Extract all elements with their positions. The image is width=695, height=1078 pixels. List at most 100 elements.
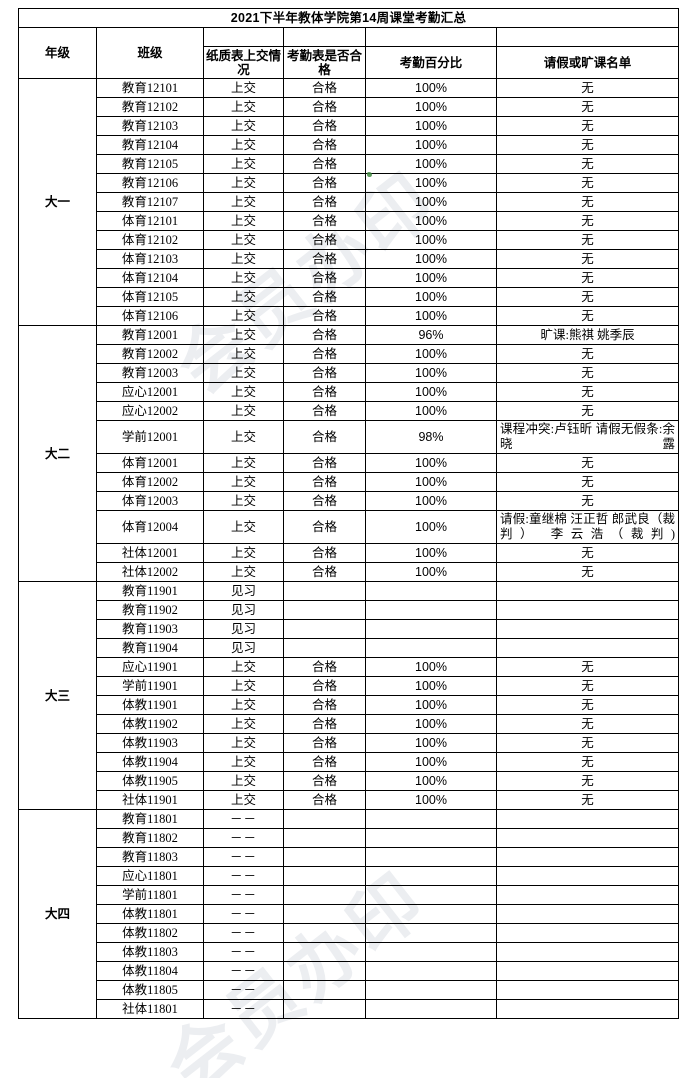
leave-absence-notes-cell[interactable]: 无 — [495, 472, 680, 492]
paper-submission-cell[interactable]: －－ — [203, 809, 284, 829]
class-cell[interactable]: 学前11801 — [96, 885, 204, 905]
paper-submission-cell[interactable]: 上交 — [203, 325, 284, 345]
leave-absence-notes-cell[interactable]: 请假:童继棉 汪正哲 郎武良（裁判） 李云浩（裁判) — [495, 510, 680, 544]
attendance-percent-cell[interactable]: 100% — [365, 97, 497, 117]
table-row[interactable]: 体教11904 上交 合格 100% 无 — [19, 752, 680, 772]
leave-absence-notes-cell[interactable]: 无 — [495, 97, 680, 117]
leave-absence-notes-cell[interactable] — [495, 999, 680, 1019]
paper-submission-cell[interactable]: 上交 — [203, 472, 284, 492]
table-row[interactable]: 教育12105 上交 合格 100% 无 — [19, 154, 680, 174]
class-cell[interactable]: 体教11904 — [96, 752, 204, 772]
paper-submission-cell[interactable]: －－ — [203, 923, 284, 943]
leave-absence-notes-cell[interactable]: 无 — [495, 676, 680, 696]
leave-absence-notes-cell[interactable]: 无 — [495, 192, 680, 212]
leave-absence-notes-cell[interactable]: 无 — [495, 562, 680, 582]
table-row[interactable]: 教育12002 上交 合格 100% 无 — [19, 344, 680, 364]
paper-submission-cell[interactable]: －－ — [203, 828, 284, 848]
leave-absence-notes-cell[interactable]: 无 — [495, 657, 680, 677]
class-cell[interactable]: 体教11805 — [96, 980, 204, 1000]
leave-absence-notes-cell[interactable] — [495, 942, 680, 962]
class-cell[interactable]: 体育12104 — [96, 268, 204, 288]
leave-absence-notes-cell[interactable] — [495, 885, 680, 905]
table-row[interactable]: 大一 教育12101 上交 合格 100% 无 — [18, 78, 680, 326]
class-cell[interactable]: 体教11905 — [96, 771, 204, 791]
table-row[interactable]: 体育12104 上交 合格 100% 无 — [19, 268, 680, 288]
qualified-cell[interactable] — [283, 600, 366, 620]
attendance-percent-cell[interactable]: 100% — [365, 695, 497, 715]
qualified-cell[interactable] — [283, 847, 366, 867]
paper-submission-cell[interactable]: 上交 — [203, 268, 284, 288]
qualified-cell[interactable]: 合格 — [283, 733, 366, 753]
paper-submission-cell[interactable]: 上交 — [203, 543, 284, 563]
attendance-percent-cell[interactable]: 100% — [365, 116, 497, 136]
table-row[interactable]: 学前11801 －－ — [19, 885, 680, 905]
table-row[interactable]: 体教11805 －－ — [19, 980, 680, 1000]
qualified-cell[interactable] — [283, 980, 366, 1000]
class-cell[interactable]: 体育12101 — [96, 211, 204, 231]
attendance-percent-cell[interactable] — [365, 999, 497, 1019]
attendance-percent-cell[interactable]: 96% — [365, 325, 497, 345]
attendance-percent-cell[interactable]: 100% — [365, 714, 497, 734]
class-cell[interactable]: 教育12103 — [96, 116, 204, 136]
table-row[interactable]: 社体11801 －－ — [19, 999, 680, 1019]
paper-submission-cell[interactable]: 上交 — [203, 135, 284, 155]
leave-absence-notes-cell[interactable]: 无 — [495, 790, 680, 810]
qualified-cell[interactable]: 合格 — [283, 420, 366, 454]
attendance-percent-cell[interactable] — [365, 600, 497, 620]
paper-submission-cell[interactable]: 上交 — [203, 116, 284, 136]
paper-submission-cell[interactable]: 上交 — [203, 752, 284, 772]
attendance-percent-cell[interactable]: 100% — [365, 78, 497, 98]
qualified-cell[interactable]: 合格 — [283, 676, 366, 696]
qualified-cell[interactable]: 合格 — [283, 192, 366, 212]
paper-submission-cell[interactable]: －－ — [203, 980, 284, 1000]
attendance-percent-cell[interactable]: 100% — [365, 453, 497, 473]
paper-submission-cell[interactable]: 上交 — [203, 695, 284, 715]
class-cell[interactable]: 社体11901 — [96, 790, 204, 810]
table-row[interactable]: 体教11901 上交 合格 100% 无 — [19, 695, 680, 715]
qualified-cell[interactable]: 合格 — [283, 363, 366, 383]
leave-absence-notes-cell[interactable]: 无 — [495, 154, 680, 174]
qualified-cell[interactable] — [283, 638, 366, 658]
class-cell[interactable]: 教育11902 — [96, 600, 204, 620]
paper-submission-cell[interactable]: 上交 — [203, 733, 284, 753]
paper-submission-cell[interactable]: －－ — [203, 961, 284, 981]
class-cell[interactable]: 体教11903 — [96, 733, 204, 753]
class-cell[interactable]: 体教11902 — [96, 714, 204, 734]
qualified-cell[interactable]: 合格 — [283, 657, 366, 677]
qualified-cell[interactable]: 合格 — [283, 325, 366, 345]
table-row[interactable]: 应心11801 －－ — [19, 866, 680, 886]
class-cell[interactable]: 教育12107 — [96, 192, 204, 212]
attendance-percent-cell[interactable] — [365, 923, 497, 943]
class-cell[interactable]: 学前11901 — [96, 676, 204, 696]
attendance-percent-cell[interactable]: 100% — [365, 491, 497, 511]
class-cell[interactable]: 教育12105 — [96, 154, 204, 174]
paper-submission-cell[interactable]: 上交 — [203, 78, 284, 98]
class-cell[interactable]: 应心12001 — [96, 382, 204, 402]
leave-absence-notes-cell[interactable] — [495, 847, 680, 867]
leave-absence-notes-cell[interactable]: 课程冲突:卢钰昕 请假无假条:余晓露 — [495, 420, 680, 454]
table-row[interactable]: 体育12003 上交 合格 100% 无 — [19, 491, 680, 511]
qualified-cell[interactable]: 合格 — [283, 211, 366, 231]
paper-submission-cell[interactable]: 上交 — [203, 657, 284, 677]
table-row[interactable]: 体育12103 上交 合格 100% 无 — [19, 249, 680, 269]
leave-absence-notes-cell[interactable] — [495, 600, 680, 620]
qualified-cell[interactable] — [283, 809, 366, 829]
table-row[interactable]: 社体12001 上交 合格 100% 无 — [19, 543, 680, 563]
paper-submission-cell[interactable]: 上交 — [203, 287, 284, 307]
paper-submission-cell[interactable]: 见习 — [203, 619, 284, 639]
qualified-cell[interactable]: 合格 — [283, 287, 366, 307]
attendance-percent-cell[interactable]: 100% — [365, 268, 497, 288]
qualified-cell[interactable]: 合格 — [283, 268, 366, 288]
table-row[interactable]: 体教11801 －－ — [19, 904, 680, 924]
class-cell[interactable]: 教育11801 — [96, 809, 204, 829]
table-row[interactable]: 社体12002 上交 合格 100% 无 — [19, 562, 680, 582]
qualified-cell[interactable]: 合格 — [283, 453, 366, 473]
paper-submission-cell[interactable]: 上交 — [203, 154, 284, 174]
class-cell[interactable]: 体教11803 — [96, 942, 204, 962]
paper-submission-cell[interactable]: 上交 — [203, 510, 284, 544]
attendance-percent-cell[interactable] — [365, 961, 497, 981]
attendance-percent-cell[interactable] — [365, 581, 497, 601]
table-row[interactable]: 教育12107 上交 合格 100% 无 — [19, 192, 680, 212]
class-cell[interactable]: 体育12003 — [96, 491, 204, 511]
class-cell[interactable]: 教育12104 — [96, 135, 204, 155]
